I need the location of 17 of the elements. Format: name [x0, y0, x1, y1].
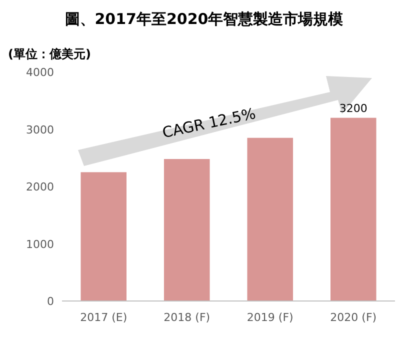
x-tick-label: 2018 (F)	[164, 311, 210, 324]
x-tick-label: 2017 (E)	[80, 311, 128, 324]
y-tick-label: 1000	[26, 238, 54, 251]
x-tick-label: 2019 (F)	[246, 311, 294, 324]
y-tick-label: 2000	[26, 180, 54, 194]
data-label: 3200	[339, 102, 368, 115]
annotation: CAGR 12.5%	[160, 104, 258, 142]
bar	[80, 172, 127, 301]
y-axis-title: (單位：億美元)	[8, 47, 91, 61]
chart-title: 圖、2017年至2020年智慧製造市場規模	[64, 10, 344, 28]
bar	[164, 159, 210, 301]
y-tick-label: 3000	[26, 123, 54, 136]
bar	[247, 138, 294, 301]
y-tick-label: 0	[47, 295, 54, 308]
y-tick-label: 4000	[26, 66, 54, 79]
bar	[330, 118, 376, 301]
x-tick-label: 2020 (F)	[330, 311, 377, 324]
